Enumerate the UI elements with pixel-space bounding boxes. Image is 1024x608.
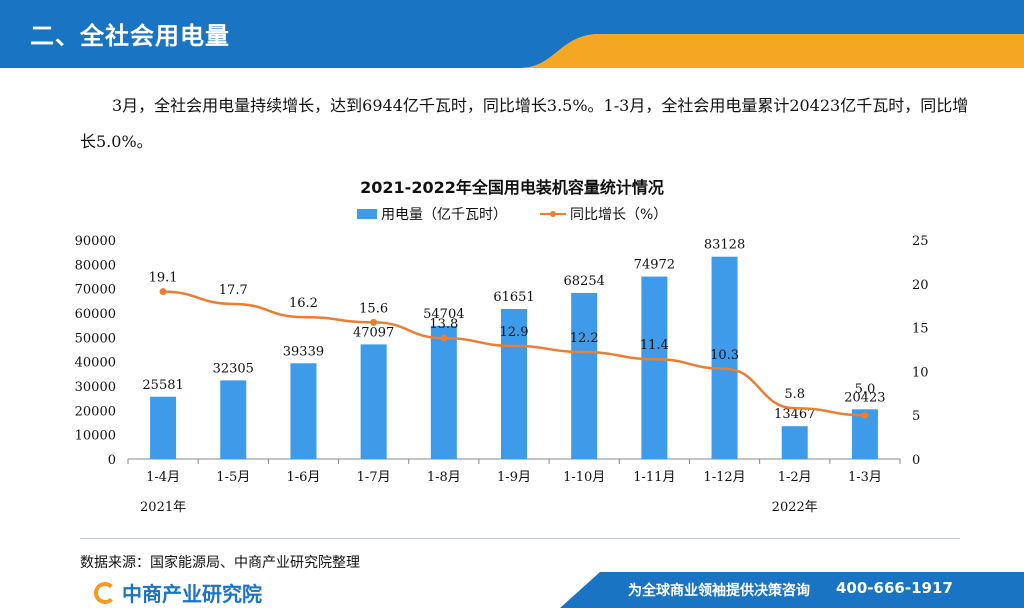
growth-data-label: 12.2 xyxy=(570,331,599,346)
logo-icon xyxy=(94,582,116,604)
growth-point xyxy=(861,411,869,419)
y-left-tick-label: 0 xyxy=(108,453,116,468)
bar xyxy=(641,276,668,459)
x-tick-label: 1-3月 xyxy=(848,470,882,485)
y-left-tick-label: 10000 xyxy=(75,429,116,444)
y-left-tick-label: 30000 xyxy=(75,380,116,395)
chart: 用电量（亿千瓦时） 同比增长（%） 0 10000 20000 30000 40000 500… xyxy=(75,207,929,515)
footer-background xyxy=(560,572,1024,608)
legend-bar-swatch xyxy=(357,209,377,219)
data-source: 数据来源：国家能源局、中商产业研究院整理 xyxy=(80,555,360,571)
x-tick-label: 1-11月 xyxy=(633,470,675,485)
y-right-tick-label: 10 xyxy=(912,365,929,380)
bar-data-label: 83128 xyxy=(704,238,745,253)
growth-data-label: 19.1 xyxy=(149,271,178,286)
bar xyxy=(781,426,808,459)
y-right-tick-label: 5 xyxy=(912,409,920,424)
legend-bar-label: 用电量（亿千瓦时） xyxy=(381,207,507,223)
x-tick-label: 1-2月 xyxy=(778,470,812,485)
x-tick-label: 1-9月 xyxy=(497,470,531,485)
bar-data-label: 20423 xyxy=(844,390,885,405)
bar xyxy=(571,292,598,459)
x-tick-label: 1-6月 xyxy=(286,470,320,485)
growth-point xyxy=(159,288,167,296)
intro-paragraph: 3月，全社会用电量持续增长，达到6944亿千瓦时，同比增长3.5%。1-3月，全… xyxy=(80,96,969,151)
bar xyxy=(360,344,387,459)
y-right-tick-label: 25 xyxy=(912,234,929,249)
growth-line xyxy=(163,290,865,417)
y-left-tick-label: 50000 xyxy=(75,331,116,346)
section-title: 二、全社会用电量 xyxy=(30,22,230,50)
growth-point xyxy=(440,334,448,342)
growth-data-label: 5.8 xyxy=(784,387,805,402)
growth-data-label: 11.4 xyxy=(640,338,669,353)
bar xyxy=(220,380,247,459)
divider xyxy=(80,538,960,539)
bar-data-label: 54704 xyxy=(423,307,464,322)
legend-line-marker xyxy=(550,211,556,217)
bar-data-label: 61651 xyxy=(493,290,534,305)
footer-slogan: 为全球商业领袖提供决策咨询 xyxy=(628,583,810,599)
x-tick-label: 1-8月 xyxy=(427,470,461,485)
footer-banner xyxy=(0,572,1024,608)
header-background xyxy=(0,0,1024,68)
year-label-2022: 2022年 xyxy=(772,500,818,515)
bar xyxy=(150,396,177,459)
y-left-tick-label: 40000 xyxy=(75,356,116,371)
growth-data-label: 12.9 xyxy=(500,325,529,340)
y-left-tick-label: 90000 xyxy=(75,234,116,249)
growth-data-label: 17.7 xyxy=(219,283,248,298)
y-right-tick-label: 15 xyxy=(912,322,929,337)
header-banner: 二、全社会用电量 xyxy=(0,0,1024,68)
growth-data-label: 5.0 xyxy=(855,382,876,397)
bar-data-label: 39339 xyxy=(283,344,324,359)
bar-data-label: 74972 xyxy=(634,258,675,273)
growth-point xyxy=(370,318,378,326)
footer-phone: 400-666-1917 xyxy=(836,579,953,597)
growth-data-label: 10.3 xyxy=(710,348,739,363)
y-left-tick-label: 60000 xyxy=(75,307,116,322)
bar xyxy=(711,256,738,459)
x-tick-label: 1-4月 xyxy=(146,470,180,485)
y-right-tick-label: 20 xyxy=(912,278,929,293)
y-right-tick-label: 0 xyxy=(912,453,920,468)
legend-line-label: 同比增长（%） xyxy=(570,207,667,223)
bar-data-label: 47097 xyxy=(353,325,394,340)
year-label-2021: 2021年 xyxy=(140,500,186,515)
x-tick-label: 1-12月 xyxy=(703,470,745,485)
bar-data-label: 32305 xyxy=(213,361,254,376)
y-left-tick-label: 20000 xyxy=(75,404,116,419)
growth-data-label: 16.2 xyxy=(289,296,318,311)
company-logo: 中商产业研究院 xyxy=(94,578,262,607)
bar xyxy=(501,308,527,459)
x-tick-label: 1-5月 xyxy=(216,470,250,485)
bar-data-label: 25581 xyxy=(142,378,183,393)
y-left-tick-label: 80000 xyxy=(75,258,116,273)
growth-data-label: 15.6 xyxy=(359,301,388,316)
chart-title: 2021-2022年全国用电装机容量统计情况 xyxy=(360,178,664,197)
logo-text: 中商产业研究院 xyxy=(122,582,262,606)
y-left-tick-label: 70000 xyxy=(75,283,116,298)
x-tick-label: 1-7月 xyxy=(357,470,391,485)
bar-data-label: 13467 xyxy=(774,407,815,422)
bar xyxy=(430,325,457,459)
growth-data-label: 13.8 xyxy=(429,317,458,332)
bar-data-label: 68254 xyxy=(564,274,605,289)
bar xyxy=(290,363,317,459)
x-tick-label: 1-10月 xyxy=(563,470,605,485)
